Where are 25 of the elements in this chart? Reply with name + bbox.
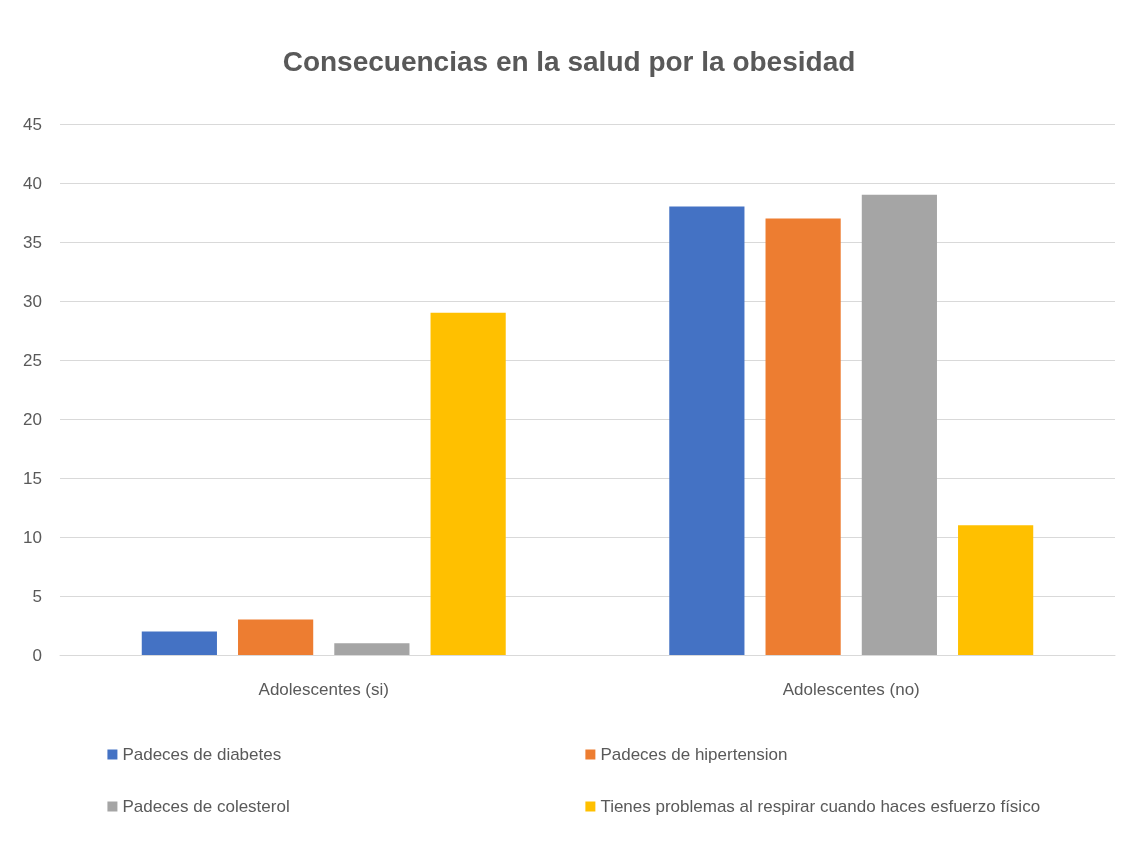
legend-label: Padeces de colesterol xyxy=(122,797,290,816)
bar xyxy=(334,643,410,655)
y-tick-label: 10 xyxy=(23,527,42,547)
bar xyxy=(669,206,745,655)
legend-label: Tienes problemas al respirar cuando haces esfuerzo físico xyxy=(600,797,1041,816)
bar xyxy=(238,619,314,655)
y-tick-label: 0 xyxy=(32,645,42,665)
bar xyxy=(765,218,841,655)
y-tick-label: 35 xyxy=(23,232,42,252)
x-tick-label: Adolescentes (si) xyxy=(258,680,389,699)
y-tick-label: 20 xyxy=(23,409,42,429)
y-tick-label: 40 xyxy=(23,173,42,193)
bar xyxy=(430,312,506,655)
y-tick-label: 15 xyxy=(23,468,42,488)
chart-title: Consecuencias en la salud por la obesidad xyxy=(282,45,856,77)
y-tick-label: 25 xyxy=(23,350,42,370)
bar xyxy=(141,631,217,655)
y-tick-label: 45 xyxy=(23,114,42,134)
legend-label: Padeces de hipertension xyxy=(600,745,788,764)
bar xyxy=(861,194,937,655)
y-tick-label: 30 xyxy=(23,291,42,311)
bar xyxy=(958,525,1034,655)
legend-label: Padeces de diabetes xyxy=(122,745,282,764)
y-tick-label: 5 xyxy=(32,586,42,606)
x-tick-label: Adolescentes (no) xyxy=(782,680,920,699)
